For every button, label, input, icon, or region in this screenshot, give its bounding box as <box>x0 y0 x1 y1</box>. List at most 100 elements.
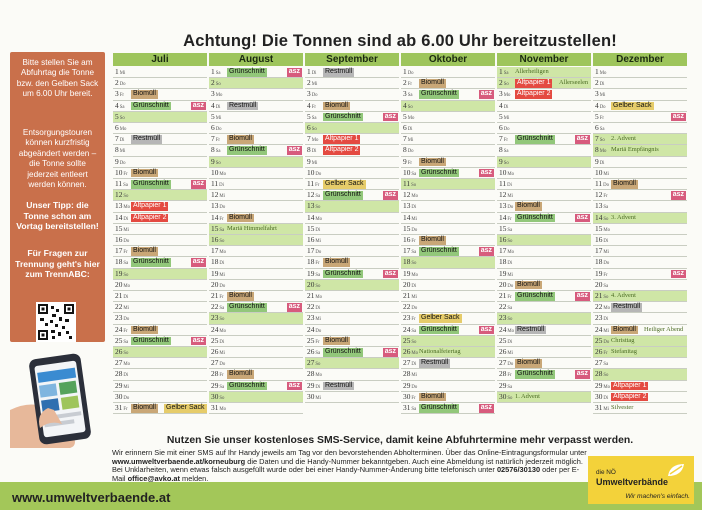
day-number: 26Sa <box>307 347 321 356</box>
day-number: 7So <box>595 134 605 144</box>
weekday-label: Mi <box>119 71 126 76</box>
day-number: 7Fr <box>211 134 220 144</box>
collection-bio: Biomüll <box>227 292 254 301</box>
day-row: 2So <box>209 78 303 90</box>
day-number: 5Fr <box>595 111 604 121</box>
day-number: 27Mo <box>115 358 131 368</box>
logo-slogan: Wir machen's einfach. <box>625 493 690 500</box>
holiday-note: Nationalfeiertag <box>419 348 461 355</box>
collection-gruen: Grünschnitt <box>515 135 555 144</box>
day-number: 21Di <box>115 291 129 300</box>
day-number: 28Fr <box>499 369 512 379</box>
collection-gruen: Grünschnitt <box>227 381 267 391</box>
qr-code-icon[interactable] <box>36 302 76 342</box>
day-row: 23Do <box>113 313 207 325</box>
day-number: 1Sa <box>211 67 221 76</box>
day-number: 13Do <box>499 201 514 211</box>
weekday-label: So <box>219 395 225 401</box>
day-number: 2So <box>499 78 509 88</box>
info-sidebar: Bitte stellen Sie am Abfuhrtag die Tonne… <box>10 52 105 342</box>
day-row: 25Di <box>497 336 591 347</box>
weekday-label: So <box>603 216 609 222</box>
day-row: 6Di <box>401 123 495 135</box>
collection-gruen: Grünschnitt <box>131 336 171 346</box>
weekday-label: Fr <box>503 138 508 144</box>
day-number: 19So <box>115 268 129 278</box>
day-number: 14Fr <box>211 212 224 222</box>
footer-bar <box>0 482 702 510</box>
weekday-label: Di <box>219 183 224 188</box>
asz-badge: asz <box>382 112 398 122</box>
day-number: 19Mi <box>499 268 513 278</box>
collection-gruen: Grünschnitt <box>227 146 267 155</box>
day-number: 1Di <box>307 67 317 76</box>
month-header-oktober: Oktober <box>401 53 495 66</box>
weekday-label: Mi <box>603 250 609 256</box>
weekday-label: Sa <box>123 261 129 267</box>
day-number: 29Sa <box>499 380 513 390</box>
weekday-label: Sa <box>315 351 321 356</box>
day-number: 5Mi <box>211 111 222 121</box>
day-row: 28Di <box>113 369 207 381</box>
weekday-label: Do <box>411 227 418 233</box>
collection-gruen: Grünschnitt <box>323 112 363 122</box>
day-row: 16Mi <box>305 235 399 247</box>
day-number: 25Sa <box>115 335 129 345</box>
collection-gruen: Grünschnitt <box>227 303 267 312</box>
day-row: 15Mi <box>113 224 207 235</box>
day-row: 6Do <box>209 123 303 135</box>
weekday-label: Di <box>603 317 609 323</box>
day-row: 16Do <box>113 235 207 247</box>
sidebar-text-trennabc: Für Fragen zur Trennung geht's hier zum … <box>15 248 100 280</box>
day-number: 3Mi <box>595 89 606 99</box>
day-row: 29Mo Altpapier 1 <box>593 381 687 392</box>
weekday-label: So <box>603 373 609 379</box>
day-number: 23Fr <box>403 313 416 323</box>
asz-badge: asz <box>190 336 206 346</box>
day-row: 4Fr Biomüll <box>305 101 399 112</box>
collection-bio: Biomüll <box>131 247 158 256</box>
day-number: 22Mo <box>595 302 611 312</box>
weekday-label: So <box>603 295 609 300</box>
day-row: 22Sa <box>497 302 591 314</box>
collection-bio: Biomüll <box>515 359 542 368</box>
day-number: 25Di <box>499 335 513 345</box>
collection-gruen: Grünschnitt <box>419 168 459 178</box>
month-header-september: September <box>305 53 399 66</box>
day-number: 30Di <box>595 391 609 401</box>
weekday-label: Mi <box>215 115 222 121</box>
collection-gruen: Grünschnitt <box>227 68 267 77</box>
registration-link[interactable]: www.umweltverbaende.at/korneuburg <box>112 456 246 466</box>
asz-badge: asz <box>382 348 398 357</box>
weekday-label: Sa <box>407 93 413 99</box>
weekday-label: So <box>311 127 317 132</box>
weekday-label: Mo <box>411 194 419 200</box>
day-number: 30So <box>499 391 513 401</box>
day-row: 2Fr Biomüll <box>401 78 495 90</box>
day-number: 24Fr <box>115 324 128 334</box>
day-row: 14Fr Biomüll <box>209 213 303 224</box>
day-row: 13Mo Altpapier 1 <box>113 201 207 213</box>
weekday-label: Do <box>219 283 226 289</box>
day-row: 12So <box>113 190 207 202</box>
day-number: 29Mo <box>595 380 611 390</box>
email-link[interactable]: office@avko.at <box>127 473 180 483</box>
weekday-label: Di <box>119 138 125 144</box>
asz-badge: asz <box>286 68 302 77</box>
day-row: 15Do <box>401 224 495 235</box>
weekday-label: So <box>123 194 129 200</box>
footer-url-link[interactable]: www.umweltverbaende.at <box>12 490 171 505</box>
weekday-label: Fr <box>219 295 224 300</box>
day-number: 31Mo <box>211 403 227 412</box>
day-row: 10Mo <box>497 168 591 179</box>
umweltverbaende-logo: die NÖ Umweltverbände Wir machen's einfa… <box>588 456 694 504</box>
collection-alt2: Altpapier 2 <box>323 146 361 155</box>
sms-headline: Nutzen Sie unser kostenloses SMS-Service… <box>166 435 634 446</box>
weekday-label: Di <box>503 104 509 110</box>
day-row: 31Sa Grünschnitt asz <box>401 403 495 415</box>
day-row: 25So <box>401 335 495 347</box>
day-row: 25Sa Grünschnitt asz <box>113 336 207 347</box>
day-number: 1Sa <box>499 67 509 76</box>
weekday-label: Mi <box>119 149 126 155</box>
weekday-label: Mi <box>315 317 321 323</box>
